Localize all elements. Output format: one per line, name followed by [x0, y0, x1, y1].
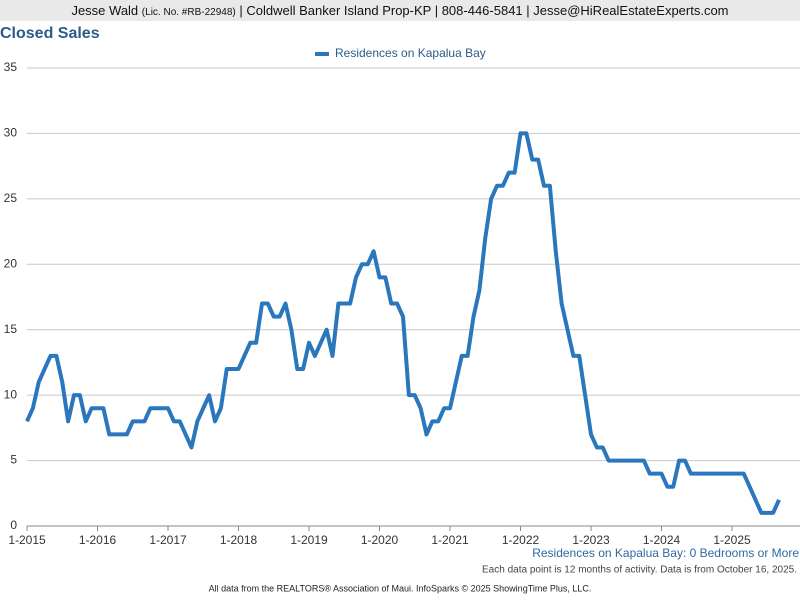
- x-tick-label: 1-2016: [79, 533, 117, 547]
- license: (Lic. No. #RB-22948): [141, 7, 236, 18]
- y-tick-label: 30: [4, 126, 18, 140]
- note: Each data point is 12 months of activity…: [482, 565, 797, 576]
- footer: All data from the REALTORS® Association …: [209, 583, 592, 593]
- y-tick-label: 5: [10, 453, 17, 467]
- y-tick-label: 0: [10, 518, 17, 532]
- legend-label: Residences on Kapalua Bay: [335, 46, 486, 60]
- x-tick-label: 1-2015: [8, 533, 46, 547]
- x-tick-label: 1-2023: [572, 533, 610, 547]
- subtitle: Residences on Kapalua Bay: 0 Bedrooms or…: [532, 546, 799, 560]
- y-tick-label: 25: [4, 191, 18, 205]
- y-tick-label: 35: [4, 60, 18, 74]
- y-tick-label: 20: [4, 256, 18, 270]
- x-tick-label: 1-2022: [502, 533, 540, 547]
- contact-details: | Coldwell Banker Island Prop-KP | 808-4…: [239, 3, 729, 18]
- header-bar: Jesse Wald (Lic. No. #RB-22948) | Coldwe…: [0, 0, 800, 21]
- agent-name: Jesse Wald: [71, 3, 139, 18]
- x-tick-label: 1-2020: [361, 533, 399, 547]
- chart-title: Closed Sales: [0, 25, 100, 42]
- x-tick-label: 1-2017: [149, 533, 187, 547]
- chart: Closed Sales Residences on Kapalua Bay: …: [0, 25, 800, 593]
- x-tick-label: 1-2024: [643, 533, 681, 547]
- y-tick-label: 15: [4, 322, 18, 336]
- x-tick-label: 1-2018: [220, 533, 258, 547]
- x-tick-label: 1-2025: [713, 533, 751, 547]
- data-line: [25, 131, 781, 515]
- y-tick-label: 10: [4, 387, 18, 401]
- x-tick-label: 1-2019: [290, 533, 328, 547]
- x-tick-label: 1-2021: [431, 533, 469, 547]
